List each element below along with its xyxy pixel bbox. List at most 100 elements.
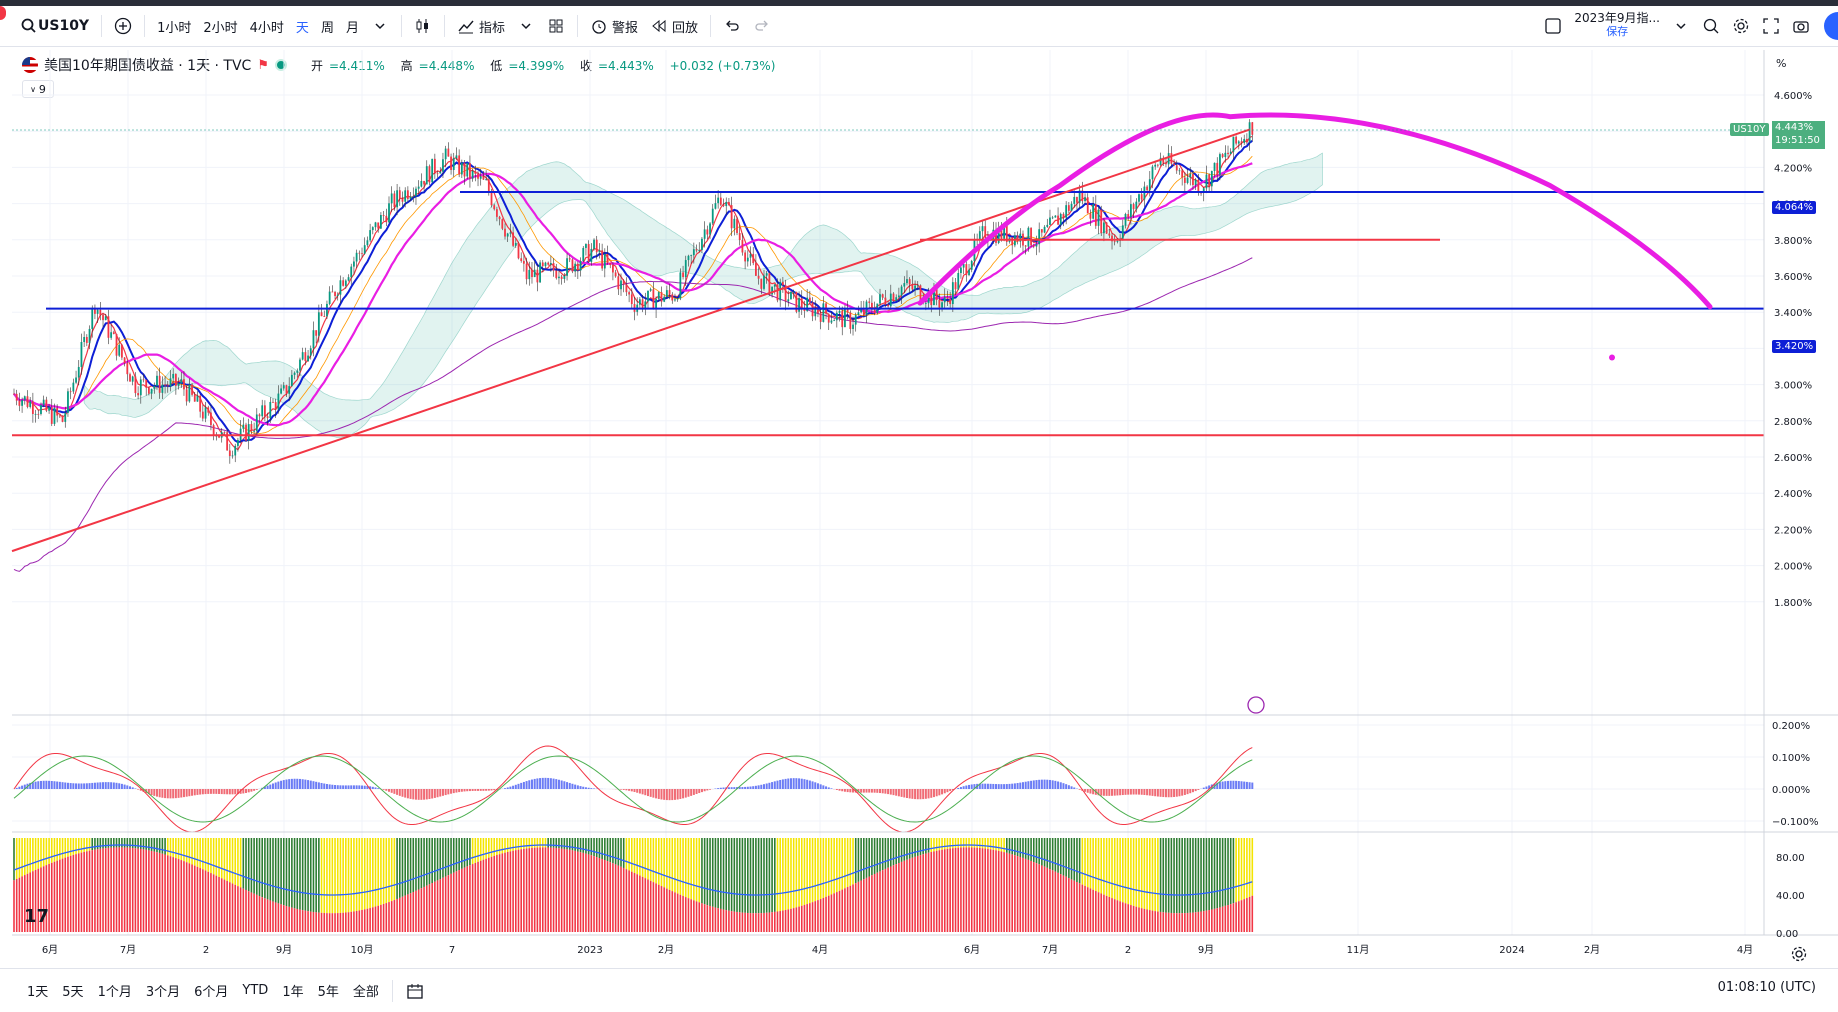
candle-body	[213, 425, 215, 436]
range-ytd[interactable]: YTD	[235, 977, 275, 1005]
chart-canvas[interactable]: 4.600%4.400%4.200%4.000%3.800%3.600%3.40…	[0, 46, 1838, 966]
interval-1w[interactable]: 周	[315, 12, 340, 40]
macd-histogram-bar	[75, 783, 77, 789]
goto-date-button[interactable]	[399, 977, 431, 1005]
interval-dropdown[interactable]	[365, 12, 395, 40]
pct-bar-top	[421, 838, 423, 888]
interval-2h[interactable]: 2小时	[197, 12, 243, 40]
macd-histogram-bar	[447, 789, 449, 794]
candle-body	[526, 264, 528, 279]
pct-bar	[1235, 902, 1237, 932]
candle-body	[518, 243, 520, 258]
pct-bar	[286, 906, 288, 932]
macd-histogram-bar	[491, 789, 493, 790]
pct-bar-top	[170, 838, 172, 856]
templates-button[interactable]	[541, 12, 571, 40]
pct-bar	[1187, 913, 1189, 932]
candle-body	[558, 277, 560, 278]
interval-1h[interactable]: 1小时	[151, 12, 197, 40]
candle-body	[652, 289, 654, 309]
layout-save-button[interactable]: 2023年9月指... 保存	[1568, 12, 1666, 40]
publish-button[interactable]	[1824, 12, 1838, 40]
pct-bar-top	[1063, 838, 1065, 875]
macd-histogram-bar	[814, 782, 816, 789]
pct-bar-top	[604, 838, 606, 860]
candle-body	[1138, 194, 1140, 201]
compare-button[interactable]	[108, 12, 138, 40]
undo-button[interactable]	[717, 12, 747, 40]
pct-bar	[466, 866, 468, 932]
candle-body	[480, 176, 482, 178]
pct-bar-top	[669, 838, 671, 890]
gear-icon	[1790, 945, 1808, 963]
pct-bar-top	[990, 838, 992, 849]
interval-4h[interactable]: 4小时	[244, 12, 290, 40]
macd-histogram-bar	[283, 780, 285, 789]
candle-body	[251, 424, 253, 431]
macd-histogram-bar	[321, 783, 323, 789]
pct-bar	[1214, 909, 1216, 932]
macd-histogram-bar	[671, 789, 673, 800]
indicators-button[interactable]: 指标	[451, 12, 511, 40]
range-5y[interactable]: 5年	[311, 977, 346, 1005]
pct-bar	[442, 878, 444, 932]
candle-body	[242, 425, 244, 429]
utc-clock[interactable]: 01:08:10 (UTC)	[1718, 980, 1816, 995]
symbol-search-button[interactable]: US10Y	[14, 12, 95, 40]
pct-bar	[1098, 892, 1100, 932]
interval-1d[interactable]: 天	[290, 12, 315, 40]
candle-body	[170, 378, 172, 386]
range-1d[interactable]: 1天	[20, 977, 55, 1005]
range-all[interactable]: 全部	[346, 977, 386, 1005]
macd-histogram-bar	[849, 789, 851, 792]
alert-button[interactable]: 警报	[584, 12, 644, 40]
interval-1m[interactable]: 月	[340, 12, 365, 40]
percent-pane	[13, 838, 1253, 932]
redo-button[interactable]	[747, 12, 777, 40]
macd-histogram-bar	[191, 789, 193, 796]
pct-bar	[221, 878, 223, 932]
pct-bar-top	[62, 838, 64, 859]
macd-histogram-bar	[1068, 785, 1070, 789]
pct-bar-top	[496, 838, 498, 855]
macd-histogram-bar	[1049, 780, 1051, 789]
layout-checkbox[interactable]	[1538, 12, 1568, 40]
range-1y[interactable]: 1年	[275, 977, 310, 1005]
candle-body	[1230, 152, 1232, 154]
range-3m[interactable]: 3个月	[139, 977, 187, 1005]
pct-bar	[1157, 912, 1159, 932]
range-6m[interactable]: 6个月	[187, 977, 235, 1005]
axis-settings-button[interactable]	[1790, 945, 1806, 961]
snapshot-button[interactable]	[1786, 12, 1816, 40]
settings-button[interactable]	[1726, 12, 1756, 40]
layout-dropdown[interactable]	[1666, 12, 1696, 40]
macd-histogram-bar	[1187, 789, 1189, 794]
candle-body	[86, 337, 88, 343]
quick-search-button[interactable]	[1696, 12, 1726, 40]
pct-bar-top	[164, 838, 166, 854]
pct-bar-top	[814, 838, 816, 901]
candle-body	[720, 198, 722, 205]
indicators-dropdown[interactable]	[511, 12, 541, 40]
candle-body	[461, 163, 463, 175]
candle-body	[445, 149, 447, 160]
pct-bar	[350, 912, 352, 932]
fullscreen-button[interactable]	[1756, 12, 1786, 40]
replay-button[interactable]: 回放	[644, 12, 704, 40]
candle-body	[307, 356, 309, 362]
chart-type-button[interactable]	[408, 12, 438, 40]
candle-body	[941, 302, 943, 307]
pct-bar-top	[823, 838, 825, 898]
tv-logo[interactable]: 17	[24, 906, 49, 927]
macd-histogram-bar	[731, 787, 733, 789]
candle-body	[1233, 137, 1235, 152]
macd-histogram-bar	[1114, 789, 1116, 796]
candle-body	[599, 250, 601, 252]
range-1m[interactable]: 1个月	[91, 977, 139, 1005]
symbol-label: US10Y	[38, 18, 89, 34]
candle-body	[1103, 222, 1105, 233]
candle-body	[1025, 246, 1027, 247]
macd-histogram-bar	[944, 789, 946, 793]
pct-bar-top	[1171, 838, 1173, 913]
range-5d[interactable]: 5天	[55, 977, 90, 1005]
